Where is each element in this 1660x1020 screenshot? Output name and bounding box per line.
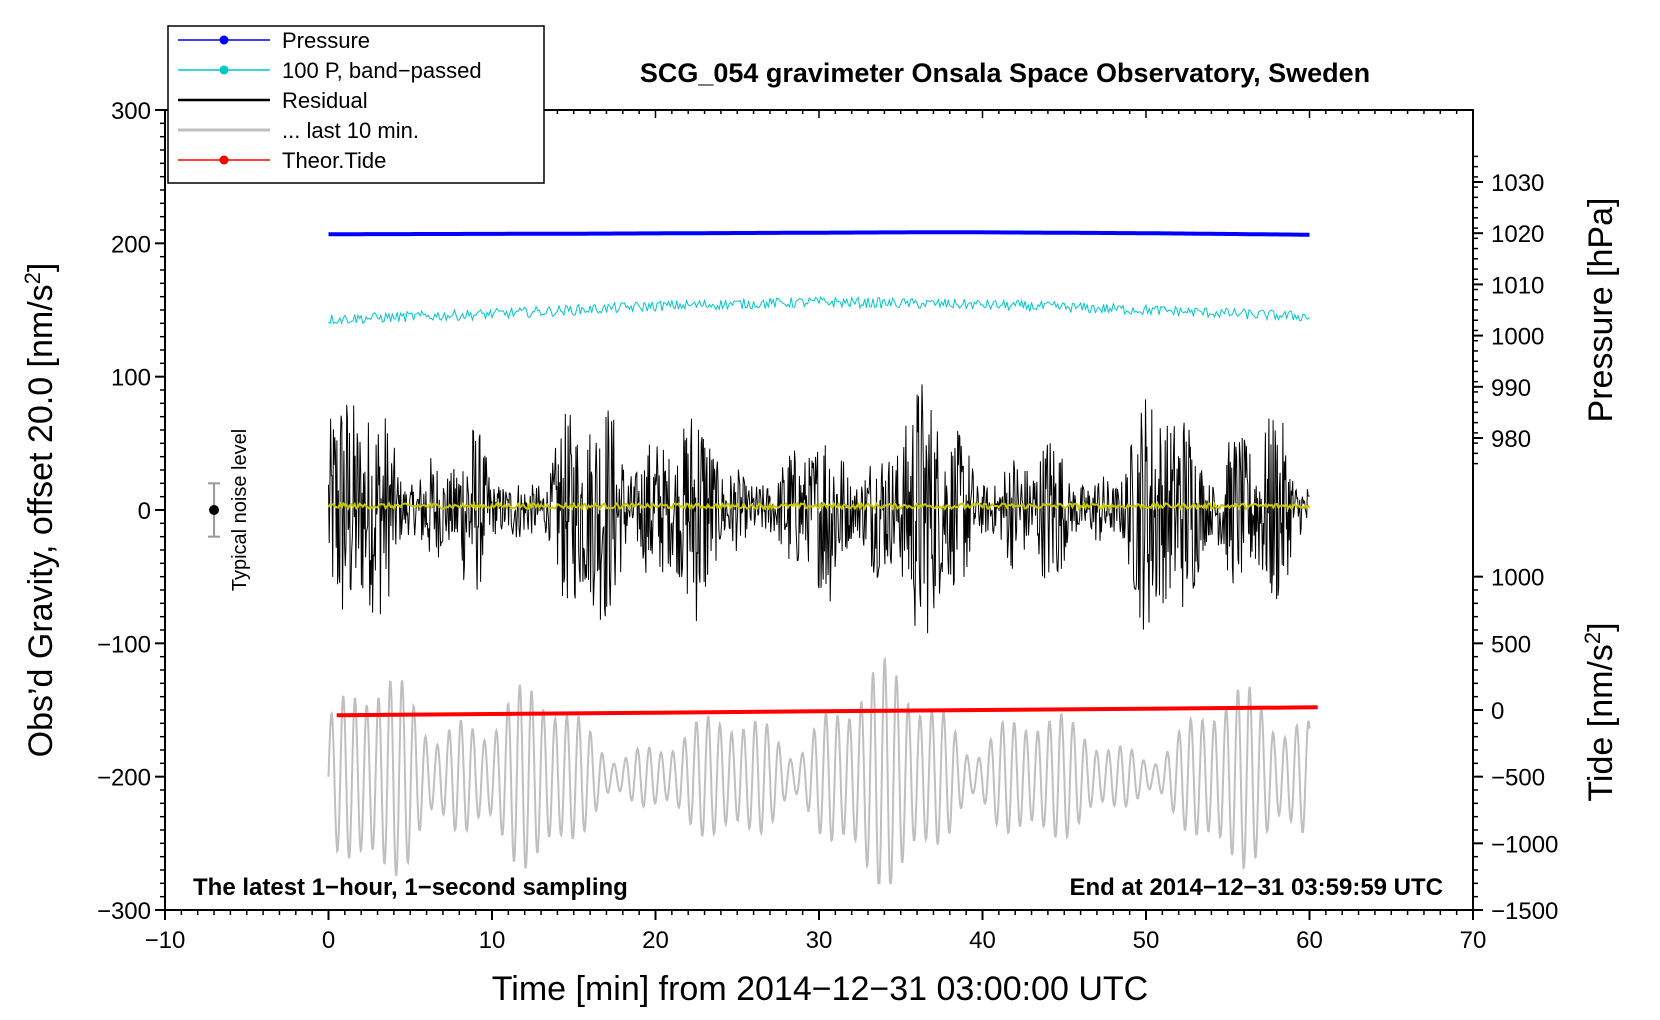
y-axis-label-tide: Tide [nm/s2] xyxy=(1580,622,1621,801)
x-tick-label: 50 xyxy=(1133,927,1160,954)
x-tick-label: 20 xyxy=(642,927,669,954)
tide-tick-label: 500 xyxy=(1491,631,1531,658)
pressure-tick-label: 1000 xyxy=(1491,324,1544,351)
legend-label: Residual xyxy=(282,88,368,113)
chart-title: SCG_054 gravimeter Onsala Space Observat… xyxy=(640,58,1370,88)
x-axis-label: Time [min] from 2014−12−31 03:00:00 UTC xyxy=(492,970,1148,1008)
legend-label: 100 P, band−passed xyxy=(282,58,482,83)
series-theoretical-tide xyxy=(336,705,1318,718)
tide-tick-label: 0 xyxy=(1491,698,1504,725)
x-tick-label: −10 xyxy=(145,927,186,954)
series-pressure-bandpassed xyxy=(328,295,1310,325)
annotation-end-time: End at 2014−12−31 03:59:59 UTC xyxy=(1069,874,1443,901)
pressure-tick-label: 990 xyxy=(1491,375,1531,402)
y-tick-label: 300 xyxy=(111,98,151,125)
y-tick-label: −300 xyxy=(97,898,151,925)
pressure-tick-label: 1010 xyxy=(1491,272,1544,299)
pressure-tick-label: 1030 xyxy=(1491,170,1544,197)
legend-label: Pressure xyxy=(282,28,370,53)
legend-box xyxy=(167,25,545,184)
y-tick-label: −100 xyxy=(97,631,151,658)
x-tick-label: 0 xyxy=(322,927,335,954)
x-tick-label: 30 xyxy=(806,927,833,954)
noise-level-indicator xyxy=(208,482,221,538)
legend-label: ... last 10 min. xyxy=(282,118,419,143)
legend-marker xyxy=(219,35,229,45)
legend-label: Theor.Tide xyxy=(282,148,386,173)
y-tick-label: −200 xyxy=(97,765,151,792)
legend-marker xyxy=(219,155,229,165)
noise-bar-center xyxy=(209,505,220,515)
y-tick-label: 100 xyxy=(111,365,151,392)
x-tick-label: 40 xyxy=(969,927,996,954)
x-tick-label: 70 xyxy=(1460,927,1487,954)
y-axis-label-gravity: Obs’d Gravity, offset 20.0 [nm/s2] xyxy=(20,263,61,758)
series-residual-smoothed xyxy=(327,500,1311,512)
series-layer xyxy=(327,230,1318,885)
axes-layer: −10 0 10 20 30 40 50 60 70−300−200−1000100200300… xyxy=(97,98,1558,954)
noise-level-label: Typical noise level xyxy=(229,429,251,591)
tide-tick-label: −500 xyxy=(1491,765,1545,792)
y-axis-label-pressure: Pressure [hPa] xyxy=(1582,198,1620,423)
annotation-sampling: The latest 1−hour, 1−second sampling xyxy=(193,874,628,901)
series-pressure xyxy=(328,230,1310,237)
legend-marker xyxy=(219,65,229,75)
y-tick-label: 0 xyxy=(138,498,151,525)
pressure-tick-label: 1020 xyxy=(1491,221,1544,248)
tide-tick-label: −1000 xyxy=(1491,831,1558,858)
x-tick-label: 10 xyxy=(479,927,506,954)
tide-tick-label: −1500 xyxy=(1491,898,1558,925)
x-tick-label: 60 xyxy=(1296,927,1323,954)
series-last-10-min xyxy=(327,656,1311,885)
legend: Pressure 100 P, band−passed Residual ... la… xyxy=(167,25,545,184)
tide-tick-label: 1000 xyxy=(1491,565,1544,592)
pressure-tick-label: 980 xyxy=(1491,426,1531,453)
y-tick-label: 200 xyxy=(111,231,151,258)
